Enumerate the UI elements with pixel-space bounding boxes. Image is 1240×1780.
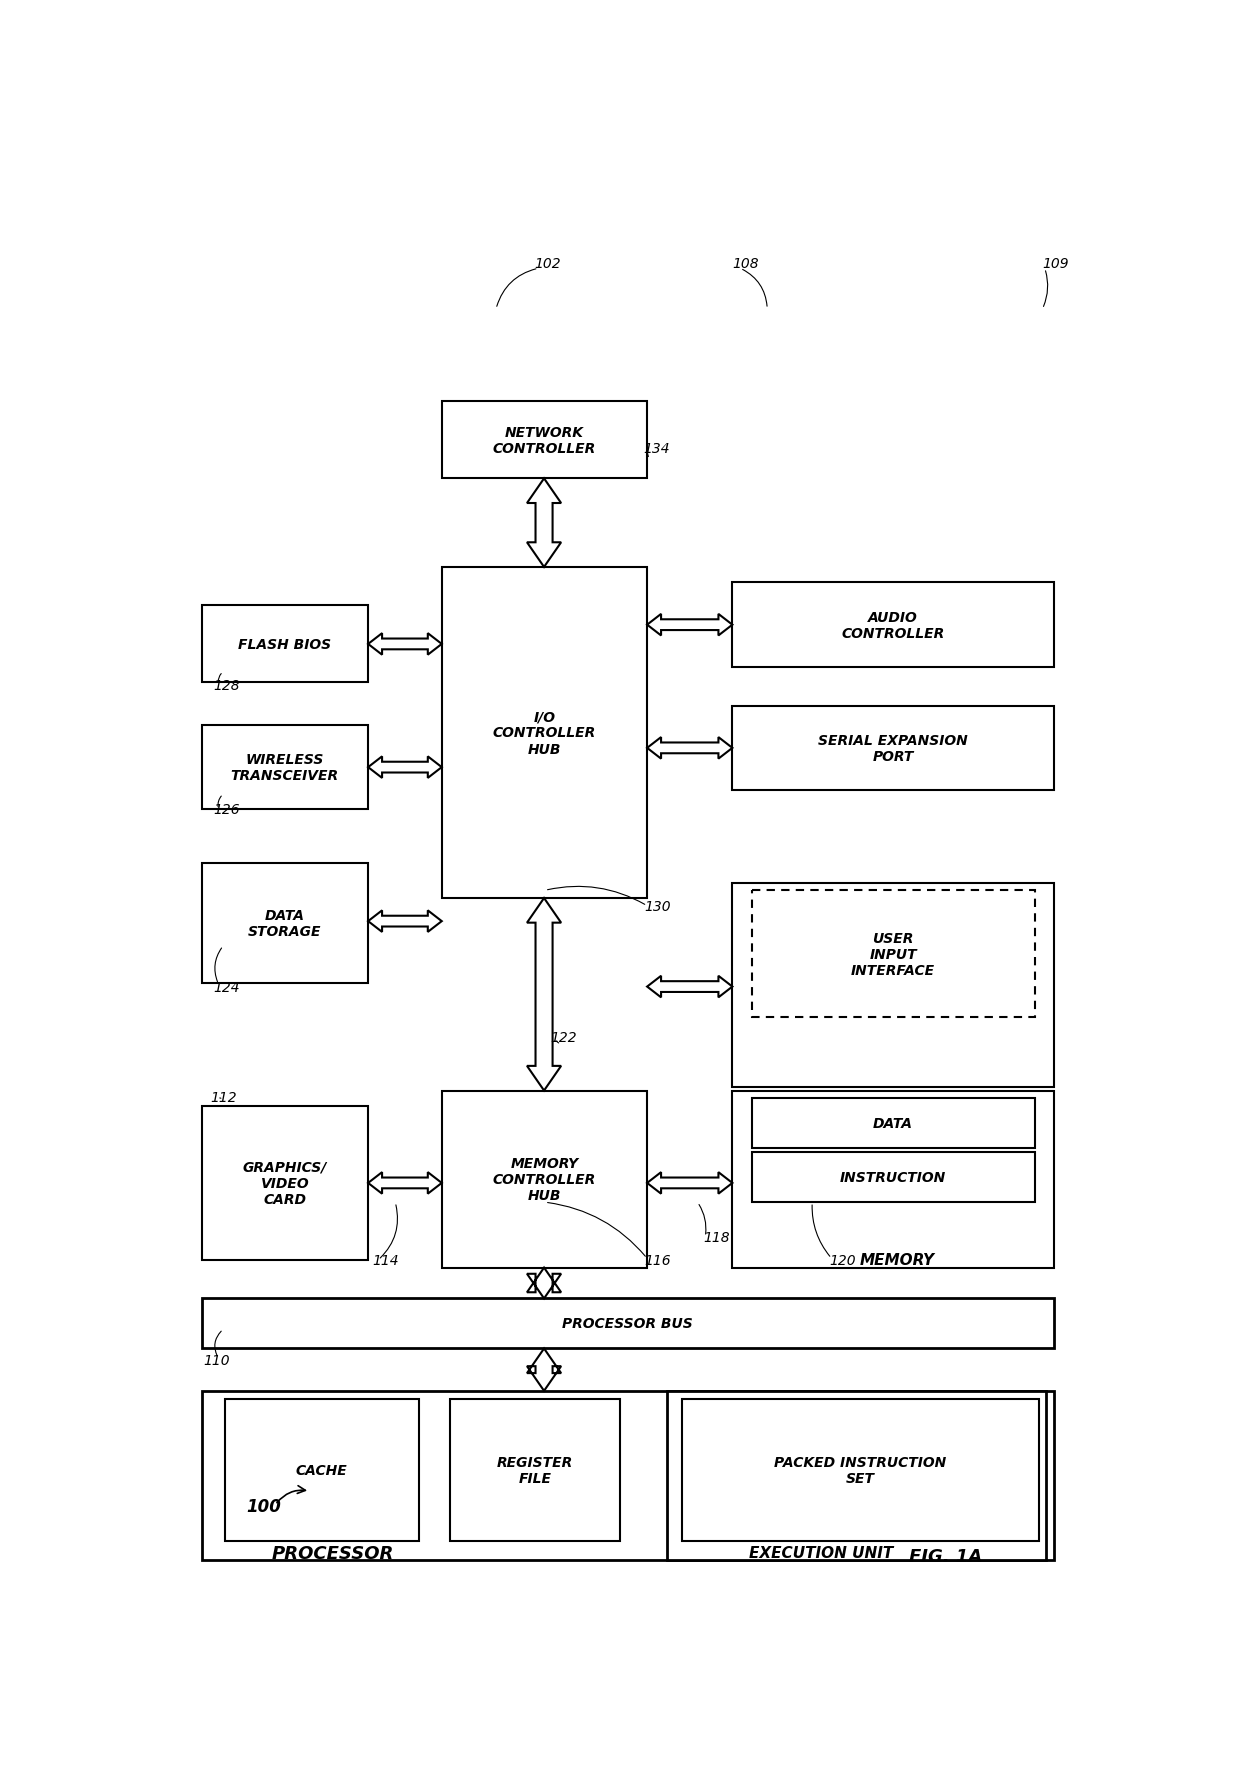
Text: 120: 120 [830,1253,856,1267]
Bar [733,1091,1054,1267]
Text: 116: 116 [645,1253,671,1267]
Text: MEMORY: MEMORY [861,1253,935,1267]
Bar [224,1399,419,1541]
Polygon shape [647,1173,733,1194]
Text: 112: 112 [211,1089,237,1104]
Bar [441,402,647,479]
Polygon shape [647,737,733,760]
Bar [449,1399,620,1541]
Bar [733,707,1054,790]
Text: 134: 134 [644,441,670,456]
Text: 130: 130 [645,899,671,913]
Text: GRAPHICS/
VIDEO
CARD: GRAPHICS/ VIDEO CARD [243,1161,327,1207]
Text: 109: 109 [1043,256,1069,271]
Bar [441,1091,647,1267]
Text: CACHE: CACHE [296,1463,347,1477]
Text: DATA: DATA [873,1116,913,1130]
Text: FLASH BIOS: FLASH BIOS [238,637,331,651]
Text: 114: 114 [372,1253,398,1267]
Bar [682,1399,1039,1541]
Polygon shape [647,614,733,635]
Text: 118: 118 [704,1230,730,1244]
Text: SERIAL EXPANSION
PORT: SERIAL EXPANSION PORT [818,733,968,764]
Bar [201,605,368,684]
Bar [441,568,647,899]
Bar [201,1107,368,1260]
Polygon shape [527,1267,560,1299]
Bar [751,890,1034,1018]
Bar [201,726,368,810]
Text: REGISTER
FILE: REGISTER FILE [497,1454,573,1485]
Text: PROCESSOR: PROCESSOR [272,1543,394,1561]
Text: 124: 124 [213,981,239,993]
Text: 100: 100 [247,1497,281,1515]
Polygon shape [368,911,441,933]
Bar [201,863,368,983]
Bar [751,1098,1034,1148]
Text: 122: 122 [551,1031,577,1045]
Text: WIRELESS
TRANSCEIVER: WIRELESS TRANSCEIVER [231,753,339,783]
Bar [733,883,1054,1088]
Text: 128: 128 [213,680,239,692]
Text: 110: 110 [203,1353,229,1367]
Polygon shape [527,479,560,568]
Polygon shape [647,975,733,999]
Bar [751,1152,1034,1203]
Bar [667,1390,1047,1561]
Polygon shape [368,756,441,778]
Text: INSTRUCTION: INSTRUCTION [839,1171,946,1184]
Polygon shape [527,899,560,1091]
Polygon shape [368,634,441,655]
Text: MEMORY
CONTROLLER
HUB: MEMORY CONTROLLER HUB [492,1157,596,1203]
Text: USER
INPUT
INTERFACE: USER INPUT INTERFACE [851,931,935,977]
Text: 108: 108 [733,256,759,271]
Text: NETWORK
CONTROLLER: NETWORK CONTROLLER [492,425,596,456]
Text: EXECUTION UNIT: EXECUTION UNIT [749,1545,894,1559]
Text: FIG. 1A: FIG. 1A [909,1547,982,1565]
Text: PROCESSOR BUS: PROCESSOR BUS [563,1317,693,1331]
Text: 126: 126 [213,803,239,817]
Text: 102: 102 [534,256,562,271]
Polygon shape [527,1349,560,1390]
Polygon shape [368,1173,441,1194]
Text: DATA
STORAGE: DATA STORAGE [248,908,321,938]
Bar [201,1299,1054,1349]
Bar [201,1390,1054,1561]
Text: I/O
CONTROLLER
HUB: I/O CONTROLLER HUB [492,710,596,756]
Bar [733,584,1054,668]
Text: AUDIO
CONTROLLER: AUDIO CONTROLLER [842,611,945,641]
Text: PACKED INSTRUCTION
SET: PACKED INSTRUCTION SET [774,1454,946,1485]
